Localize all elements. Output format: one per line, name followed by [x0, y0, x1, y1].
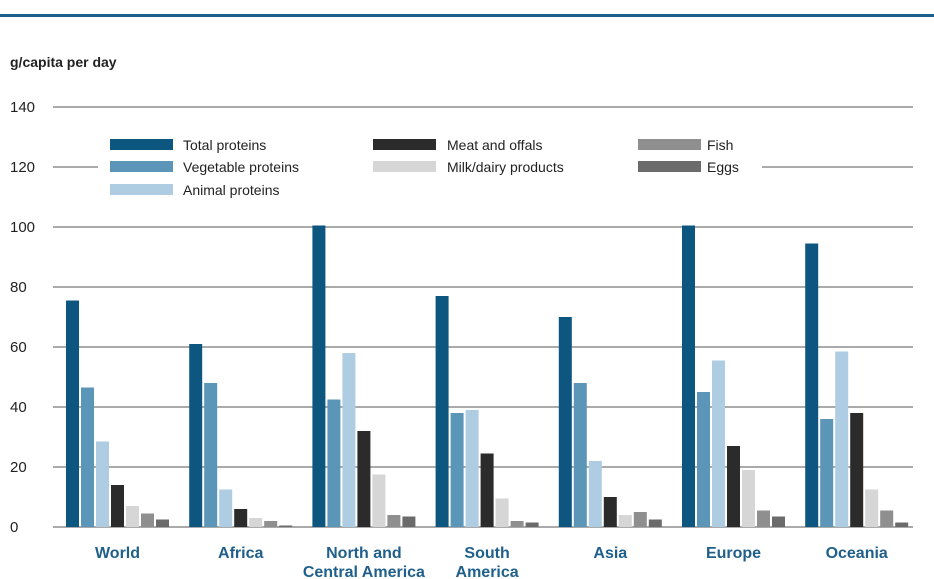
bar-total-proteins-3: [435, 296, 449, 527]
bar-milk-dairy-products-5: [742, 470, 755, 527]
bar-fish-1: [264, 521, 278, 527]
legend-label-3: Meat and offals: [447, 137, 542, 153]
x-category-label-6: Oceania: [826, 545, 888, 562]
bar-milk-dairy-products-4: [618, 515, 632, 527]
bar-vegetable-proteins-3: [450, 413, 464, 527]
bar-fish-2: [387, 515, 401, 527]
bar-total-proteins-2: [312, 225, 326, 527]
bar-vegetable-proteins-4: [573, 383, 587, 527]
legend-label-6: Eggs: [707, 159, 739, 175]
legend-swatch-5: [638, 139, 701, 150]
bar-eggs-3: [525, 522, 539, 527]
bar-milk-dairy-products-0: [126, 506, 139, 527]
bar-eggs-4: [648, 519, 662, 527]
bar-meat-and-offals-2: [357, 431, 371, 527]
legend-swatch-1: [110, 161, 173, 172]
bar-total-proteins-4: [558, 317, 572, 527]
y-axis-unit-label: g/capita per day: [10, 54, 117, 70]
bar-vegetable-proteins-1: [204, 383, 218, 527]
y-tick-label-80: 80: [10, 279, 27, 296]
y-tick-label-100: 100: [10, 219, 35, 236]
bar-milk-dairy-products-6: [865, 489, 879, 527]
bar-fish-0: [141, 513, 154, 527]
bar-animal-proteins-5: [712, 360, 725, 527]
legend-swatch-4: [373, 161, 436, 172]
y-tick-label-20: 20: [10, 459, 27, 476]
x-axis-category-labels: World Africa North and Central America South…: [95, 545, 888, 579]
x-category-label-3-line-1: America: [456, 564, 519, 579]
bar-eggs-5: [772, 516, 785, 527]
bar-vegetable-proteins-6: [820, 419, 834, 527]
x-category-label-2-line-0: North and: [326, 545, 402, 562]
legend-swatch-3: [373, 139, 436, 150]
bar-fish-5: [757, 510, 770, 527]
bar-meat-and-offals-0: [111, 485, 124, 527]
bar-animal-proteins-4: [588, 461, 602, 527]
x-category-label-0: World: [95, 545, 140, 562]
bar-meat-and-offals-4: [603, 497, 617, 527]
bar-fish-6: [880, 510, 894, 527]
y-tick-label-0: 0: [10, 519, 18, 536]
bar-meat-and-offals-6: [850, 413, 864, 527]
x-category-label-2-line-1: Central America: [303, 564, 425, 579]
bar-vegetable-proteins-2: [327, 399, 341, 527]
top-rule: [0, 14, 934, 17]
x-category-label-3-line-0: South: [464, 545, 509, 562]
bar-meat-and-offals-5: [727, 446, 740, 527]
bar-eggs-1: [279, 525, 293, 527]
bar-animal-proteins-6: [835, 351, 849, 527]
bar-vegetable-proteins-5: [697, 392, 710, 527]
x-category-label-1: Africa: [218, 545, 263, 562]
y-tick-label-120: 120: [10, 159, 35, 176]
legend-label-0: Total proteins: [183, 137, 266, 153]
bar-meat-and-offals-1: [234, 509, 248, 527]
x-category-label-4: Asia: [593, 545, 627, 562]
bar-total-proteins-6: [805, 243, 819, 527]
legend-swatch-0: [110, 139, 173, 150]
y-tick-label-140: 140: [10, 99, 35, 116]
legend-label-4: Milk/dairy products: [447, 159, 564, 175]
legend-swatch-6: [638, 161, 701, 172]
bar-animal-proteins-0: [96, 441, 109, 527]
bar-fish-4: [633, 512, 647, 527]
legend-label-2: Animal proteins: [183, 182, 280, 198]
legend-label-1: Vegetable proteins: [183, 159, 299, 175]
bar-eggs-6: [895, 522, 909, 527]
bars: [66, 225, 909, 527]
y-axis-tick-labels: 0 20 40 60 80 100 120 140: [10, 99, 35, 536]
bar-milk-dairy-products-3: [495, 498, 509, 527]
bar-milk-dairy-products-1: [249, 518, 263, 527]
bar-meat-and-offals-3: [480, 453, 494, 527]
bar-animal-proteins-3: [465, 410, 479, 527]
legend: Total proteins Vegetable proteins Animal p…: [110, 137, 739, 198]
bar-animal-proteins-2: [342, 353, 356, 527]
bar-total-proteins-0: [66, 300, 79, 527]
bar-total-proteins-5: [682, 225, 695, 527]
bar-total-proteins-1: [189, 344, 203, 527]
bar-milk-dairy-products-2: [372, 474, 386, 527]
bar-fish-3: [510, 521, 524, 527]
bar-eggs-0: [156, 519, 169, 527]
y-tick-label-60: 60: [10, 339, 27, 356]
bar-vegetable-proteins-0: [81, 387, 94, 527]
bar-eggs-2: [402, 516, 416, 527]
bar-animal-proteins-1: [219, 489, 233, 527]
legend-swatch-2: [110, 184, 173, 195]
x-category-label-5: Europe: [706, 545, 761, 562]
y-tick-label-40: 40: [10, 399, 27, 416]
legend-label-5: Fish: [707, 137, 733, 153]
